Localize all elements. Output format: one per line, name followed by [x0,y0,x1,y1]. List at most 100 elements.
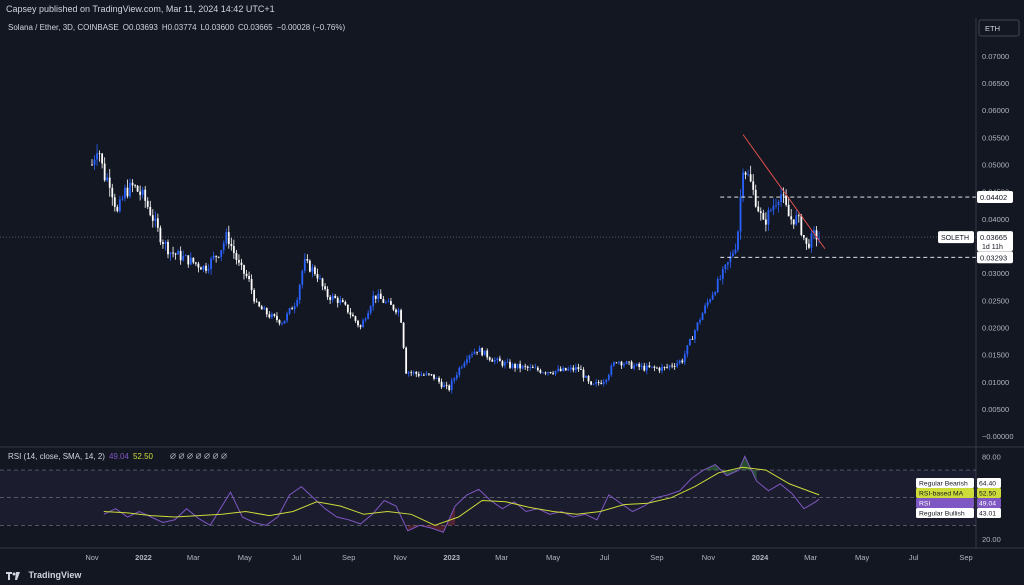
candle [463,360,466,368]
price-tick-label: 0.07000 [982,52,1009,61]
candle [276,312,278,323]
candle [96,144,98,166]
candle [762,209,765,221]
eye-off-icon [187,453,193,459]
candle-body [245,273,248,276]
candle [696,322,699,332]
candle-body [326,289,329,298]
candle [433,374,435,381]
candle-body [238,259,240,263]
candle-body [344,302,347,305]
candle-body [141,189,144,195]
candle [466,355,468,366]
candle-body [258,301,261,307]
time-tick-label: 2024 [752,553,770,562]
candle-body [552,373,554,374]
rsi-side-label: Regular Bearish 64.40 [916,478,1001,488]
candle [106,173,109,182]
candle-body [554,370,557,374]
rsi-pane[interactable] [0,455,976,533]
candle-body [194,262,197,264]
candle-body [466,359,468,363]
candle-body [329,297,332,300]
time-tick-label: May [855,553,869,562]
rsi-side-label-text: Regular Bullish [919,511,965,518]
eye-off-icon [178,453,185,459]
candle [136,185,139,192]
candle [121,195,124,201]
eye-off-icon-slash [212,453,219,459]
candle [352,312,354,317]
candle [93,155,96,170]
candle [802,234,805,241]
candle-body [770,210,772,212]
candle-body [116,206,119,212]
candle-body [749,174,752,182]
candle-body [182,255,185,261]
published-header: Capsey published on TradingView.com, Mar… [0,0,1024,18]
currency-button[interactable]: ETH [978,19,1020,37]
candle [759,207,762,221]
candle [319,274,321,281]
candle-body [795,215,798,225]
chart-frame[interactable]: 0.070000.065000.060000.055000.050000.045… [0,18,1024,566]
rsi-ma-line [103,466,820,526]
candle-body [108,177,111,188]
candle-body [612,362,615,366]
candle-body [805,237,808,244]
candle [420,371,423,377]
candle-body [600,382,603,384]
candle [369,304,372,316]
candle [688,338,691,346]
candle-body [433,374,435,379]
price-tick-label: 0.01000 [982,378,1009,387]
candle [471,351,473,358]
candle-body [813,230,815,234]
chart-labels: 0.04402 0.03293 SOLETH 0.03665 1d 11h ETH Sola… [8,19,1020,518]
candle-body [780,194,782,202]
candle-body [184,255,187,257]
candle [265,307,268,318]
candle-body [200,267,202,270]
candle-body [638,363,641,367]
candle [255,298,258,303]
candle-body [415,371,418,374]
candle [792,219,795,229]
candle-body [572,367,575,371]
candle [663,366,666,371]
ohlc-open: O0.03693 [123,23,159,32]
candle-body [645,365,648,371]
candle-body [362,320,364,328]
candle [205,262,207,274]
candle-body [253,290,256,302]
candle-body [648,365,651,368]
candle-body [319,278,321,280]
candle-body [696,322,699,331]
chart-svg[interactable]: 0.070000.065000.060000.055000.050000.045… [0,18,1024,566]
tradingview-logo-icon [6,571,20,580]
candle-body [321,278,324,287]
candle [706,298,709,309]
candle-body [250,279,253,291]
ohlc-change: −0.00028 (−0.76%) [277,23,346,32]
candle [202,265,205,273]
candle [443,381,446,388]
candle [785,189,788,207]
candle-body [448,385,451,391]
candle-body [303,259,306,271]
candle-body [607,374,610,380]
level-badge-text: 0.04402 [980,193,1007,202]
candle [200,266,202,270]
candle [764,212,767,232]
candle [709,298,712,304]
candle-body [156,218,159,228]
eye-off-icon [212,453,219,459]
candle [379,289,382,300]
candlestick-series[interactable] [91,144,820,394]
candle-body [225,232,228,244]
candle [648,361,651,368]
candle [625,360,628,365]
candle [458,366,461,378]
candle [235,249,238,265]
candle-body [260,306,263,310]
